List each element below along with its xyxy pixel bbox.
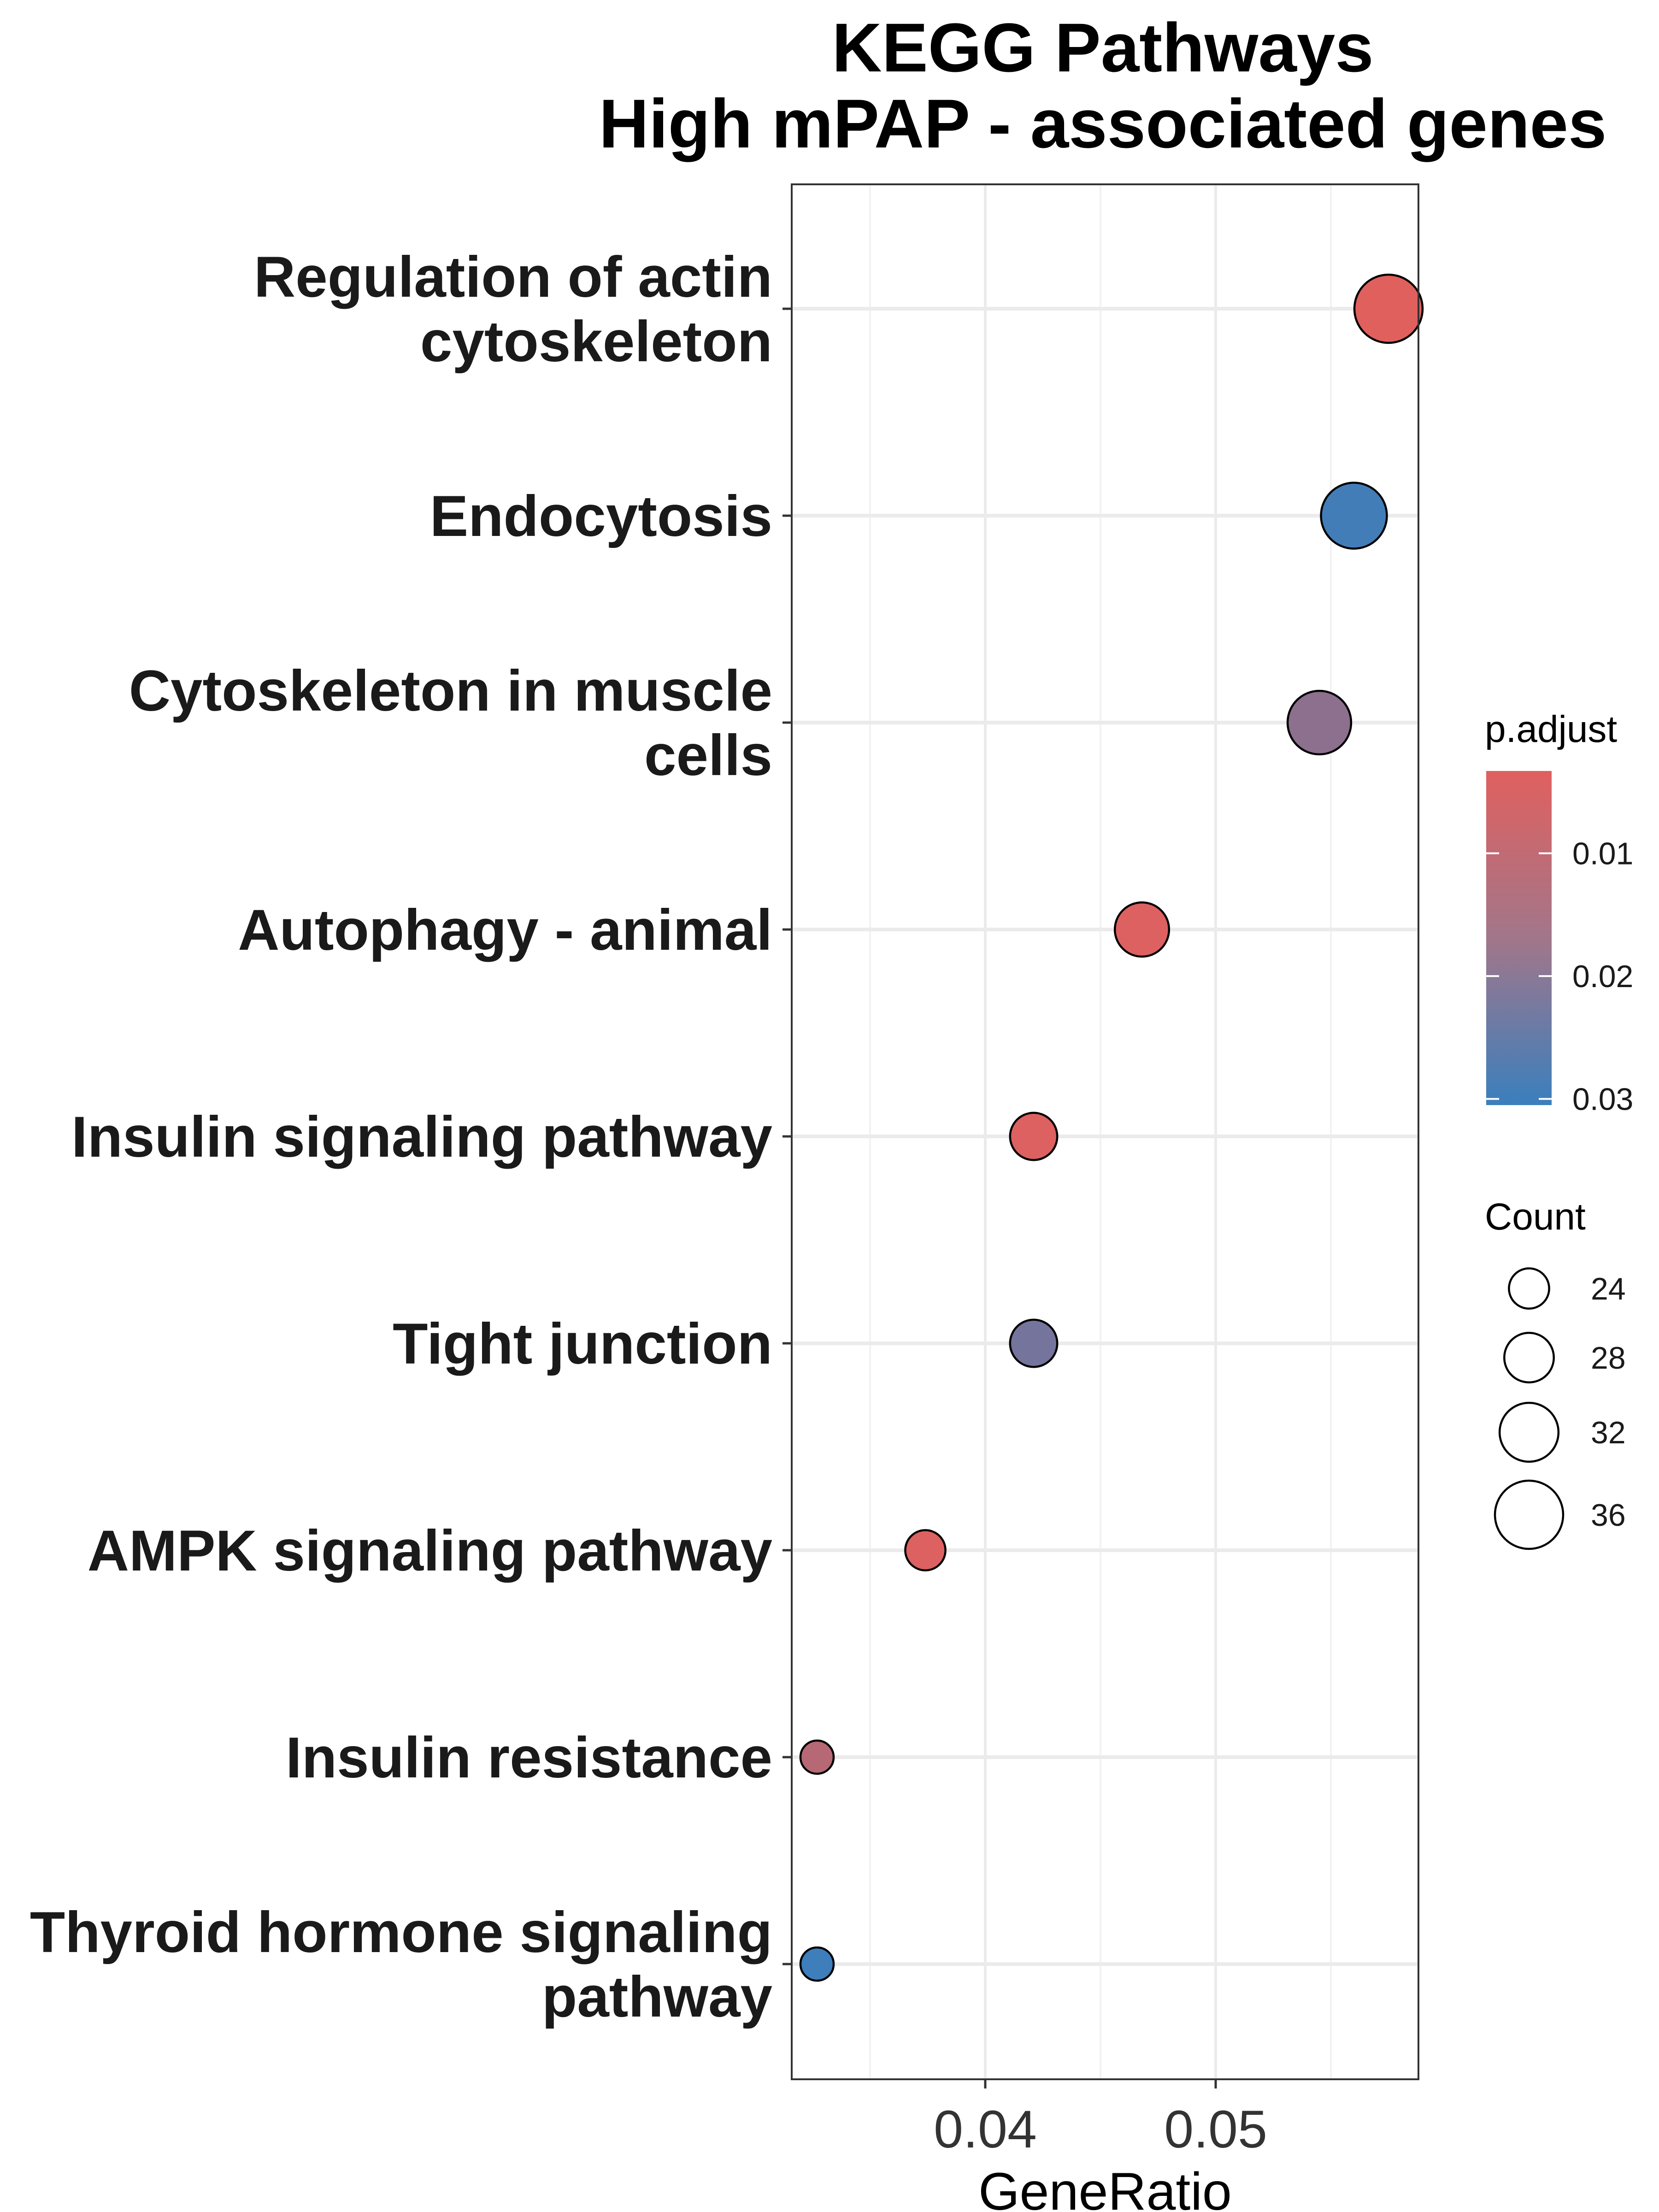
point-ampk-signaling-pathway [904, 1529, 947, 1571]
y-tick-label: Thyroid hormone signaling [30, 1900, 772, 1965]
point-endocytosis [1320, 482, 1388, 550]
plot-panel-border [791, 183, 1419, 2080]
y-tick-label: cytoskeleton [420, 310, 772, 374]
count-legend-title: Count [1485, 1196, 1586, 1238]
count-legend-circle [1498, 1401, 1560, 1463]
p-adjust-legend-title: p.adjust [1485, 708, 1617, 750]
count-legend-keys: 24 28 32 36 [1494, 1267, 1626, 1550]
x-axis: 0.04 0.05 [934, 2079, 1267, 2159]
count-legend-circle [1508, 1267, 1550, 1310]
x-tick-label: 0.05 [1164, 2100, 1267, 2159]
count-legend-label: 32 [1591, 1415, 1626, 1450]
y-tick-label: cells [644, 724, 772, 788]
data-points [799, 273, 1424, 1982]
chart-title-line-1: KEGG Pathways [832, 9, 1373, 86]
chart-title-line-2: High mPAP - associated genes [599, 85, 1607, 162]
point-autophagy-animal [1113, 901, 1171, 958]
count-legend-circle [1494, 1479, 1565, 1550]
grid-lines [792, 184, 1418, 2079]
point-insulin-resistance [799, 1739, 835, 1775]
colorbar-tick-label: 0.02 [1572, 959, 1633, 994]
count-legend: Count 24 28 32 36 [1485, 1196, 1626, 1550]
colorbar-tick-label: 0.01 [1572, 836, 1633, 871]
p-adjust-legend: p.adjust 0.01 0.02 0.03 [1485, 708, 1633, 1117]
count-legend-label: 28 [1591, 1341, 1626, 1376]
count-legend-circle [1503, 1332, 1555, 1383]
x-axis-title: GeneRatio [978, 2162, 1232, 2212]
point-regulation-of-actin-cytoskeleton [1353, 273, 1424, 344]
plot-panel-background [792, 184, 1418, 2079]
y-tick-label: Regulation of actin [254, 245, 772, 309]
p-adjust-colorbar-ticks: 0.01 0.02 0.03 [1486, 836, 1633, 1117]
point-insulin-signaling-pathway [1009, 1112, 1059, 1161]
y-tick-label: pathway [542, 1965, 772, 2029]
x-tick-label: 0.04 [934, 2100, 1037, 2159]
y-tick-label: Cytoskeleton in muscle [129, 659, 772, 723]
y-tick-label: Endocytosis [430, 484, 772, 548]
point-tight-junction [1009, 1318, 1059, 1368]
y-tick-label: Insulin signaling pathway [71, 1105, 772, 1169]
y-tick-label: Tight junction [393, 1312, 772, 1376]
point-thyroid-hormone-signaling-pathway [799, 1946, 835, 1982]
point-cytoskeleton-in-muscle-cells [1286, 689, 1353, 756]
colorbar-tick-label: 0.03 [1572, 1082, 1633, 1117]
y-tick-label: AMPK signaling pathway [88, 1519, 772, 1583]
y-tick-label: Autophagy - animal [238, 898, 772, 962]
count-legend-label: 36 [1591, 1498, 1626, 1533]
y-tick-label: Insulin resistance [286, 1726, 772, 1790]
count-legend-label: 24 [1591, 1271, 1626, 1306]
p-adjust-colorbar [1486, 771, 1552, 1105]
